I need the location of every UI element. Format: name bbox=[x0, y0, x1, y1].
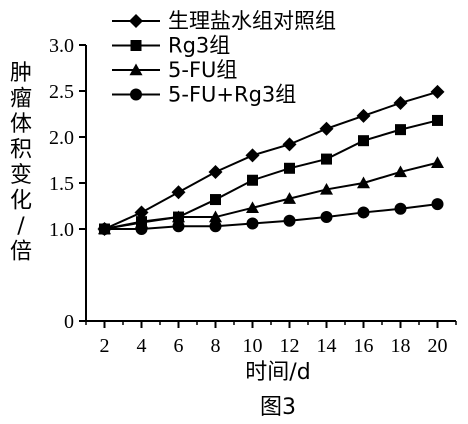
circle-point bbox=[357, 206, 370, 219]
figure-caption: 图3 bbox=[260, 395, 296, 420]
series-line bbox=[104, 161, 438, 230]
legend-label: 5-FU组 bbox=[168, 58, 237, 82]
x-tick-label: 8 bbox=[211, 335, 221, 357]
series-circle bbox=[98, 198, 444, 235]
square-point bbox=[210, 194, 221, 206]
y-axis-title-char: 瘤 bbox=[10, 87, 32, 112]
triangle-point bbox=[357, 176, 370, 189]
series-line bbox=[104, 90, 438, 230]
legend-triangle-marker bbox=[129, 63, 143, 76]
legend-label: 生理盐水组对照组 bbox=[168, 9, 336, 33]
triangle-point bbox=[320, 182, 333, 195]
square-point bbox=[395, 124, 406, 136]
square-point bbox=[247, 174, 258, 186]
legend-label: Rg3组 bbox=[168, 34, 230, 58]
y-tick-label: 1.5 bbox=[49, 173, 74, 195]
y-tick-label: 1.0 bbox=[49, 219, 74, 241]
diamond-point bbox=[208, 164, 223, 179]
diamond-point bbox=[171, 185, 186, 200]
triangle-point bbox=[246, 201, 259, 214]
square-point bbox=[358, 135, 369, 147]
y-axis-title-char: 化 bbox=[10, 189, 32, 214]
square-point bbox=[321, 153, 332, 165]
x-tick-label: 16 bbox=[354, 335, 374, 357]
x-tick-label: 14 bbox=[317, 335, 337, 357]
circle-point bbox=[246, 217, 259, 230]
diamond-point bbox=[319, 121, 334, 136]
circle-point bbox=[98, 223, 111, 235]
ticks-layer: 0 1.0 1.5 2.0 2.5 3.0 2 4 6 8 10 12 14 16 18 20 bbox=[49, 35, 457, 357]
x-tick-label: 2 bbox=[100, 335, 110, 357]
y-tick-label: 0 bbox=[64, 311, 74, 333]
triangle-point bbox=[394, 165, 407, 178]
diamond-point bbox=[134, 205, 149, 220]
y-axis-title-char: 体 bbox=[10, 112, 32, 137]
circle-point bbox=[135, 223, 148, 235]
circle-point bbox=[320, 211, 333, 224]
y-axis-title-char: 倍 bbox=[10, 240, 32, 265]
x-tick-label: 18 bbox=[391, 335, 411, 357]
y-axis-title-char: 肿 bbox=[10, 61, 32, 86]
circle-point bbox=[283, 214, 296, 227]
legend-entry: 5-FU+Rg3组 bbox=[112, 83, 296, 107]
x-tick-label: 6 bbox=[174, 335, 184, 357]
legend-label: 5-FU+Rg3组 bbox=[168, 83, 296, 107]
triangle-point bbox=[431, 156, 444, 168]
diamond-point bbox=[356, 108, 371, 123]
legend-square-marker bbox=[130, 40, 142, 51]
series-line bbox=[104, 203, 438, 230]
series-diamond bbox=[97, 84, 445, 236]
circle-point bbox=[172, 220, 185, 233]
circle-point bbox=[394, 202, 407, 215]
legend-entry: Rg3组 bbox=[112, 34, 230, 58]
square-point bbox=[284, 162, 295, 174]
legend-entry: 生理盐水组对照组 bbox=[112, 9, 336, 33]
legend-circle-marker bbox=[130, 88, 142, 101]
diamond-point bbox=[245, 148, 260, 163]
y-axis-title-char: 变 bbox=[10, 163, 32, 188]
y-tick-label: 2.0 bbox=[49, 127, 74, 149]
x-tick-label: 4 bbox=[137, 335, 147, 357]
triangle-point bbox=[283, 192, 296, 204]
series-triangle bbox=[98, 156, 444, 235]
circle-point bbox=[209, 220, 222, 233]
x-tick-label: 12 bbox=[280, 335, 300, 357]
y-axis-title-char: 积 bbox=[10, 138, 32, 163]
x-axis-title: 时间/d bbox=[245, 360, 310, 385]
triangle-point bbox=[172, 210, 185, 223]
series-line bbox=[104, 119, 438, 230]
diamond-point bbox=[430, 84, 445, 99]
x-tick-label: 20 bbox=[428, 335, 448, 357]
series-layer bbox=[97, 84, 445, 236]
y-tick-label: 3.0 bbox=[49, 35, 74, 57]
diamond-point bbox=[282, 137, 297, 152]
diamond-point bbox=[393, 95, 408, 110]
circle-point bbox=[431, 198, 444, 211]
legend-diamond-marker bbox=[129, 14, 143, 28]
square-point bbox=[432, 114, 443, 126]
y-axis-title-char: / bbox=[17, 214, 25, 239]
legend-entry: 5-FU组 bbox=[112, 58, 237, 82]
x-tick-label: 10 bbox=[243, 335, 263, 357]
triangle-point bbox=[209, 210, 222, 223]
y-tick-label: 2.5 bbox=[49, 81, 74, 103]
